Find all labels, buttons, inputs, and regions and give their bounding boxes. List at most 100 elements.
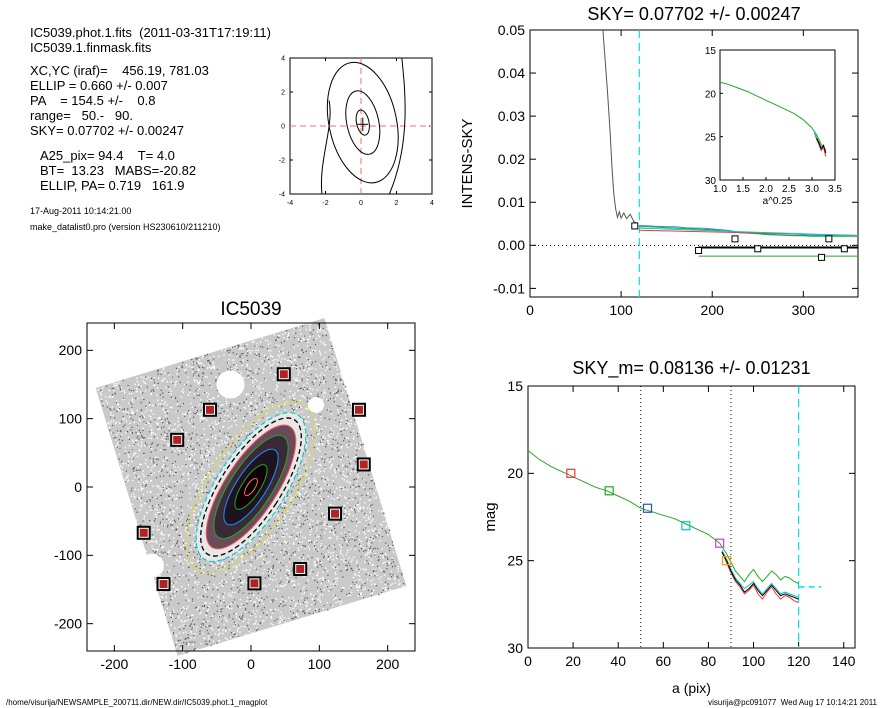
- y-tick-label: 0.04: [498, 65, 525, 81]
- marked-star: [296, 565, 305, 573]
- y-tick-label: -0.01: [493, 280, 525, 296]
- y-tick-label: 0.01: [498, 194, 525, 210]
- masked-star: [139, 553, 164, 578]
- mask-name: IC5039.1.finmask.fits: [30, 40, 152, 55]
- y-tick-label: 20: [507, 465, 523, 481]
- y-tick-label: 4: [281, 55, 285, 62]
- y-tick-label: 0.02: [498, 151, 525, 167]
- sky-marker: [754, 245, 762, 253]
- run-date: 17-Aug-2011 10:14:21.00: [30, 206, 132, 216]
- info-ellip: ELLIP = 0.660 +/- 0.007: [30, 78, 168, 93]
- inset-y-tick-label: 30: [705, 176, 717, 187]
- plot-frame: [527, 385, 856, 649]
- x-tick-label: 200: [376, 656, 400, 672]
- isophote: [200, 417, 302, 557]
- footer-user: visurija@pc091077 Wed Aug 17 10:14:21 20…: [708, 698, 877, 707]
- x-tick-label: 2: [395, 200, 399, 207]
- y-tick-label: -2: [279, 157, 285, 164]
- x-tick-label: -200: [100, 656, 128, 672]
- x-tick-label: 0: [247, 656, 255, 672]
- marked-star: [359, 460, 368, 469]
- sky-title: SKY= 0.07702 +/- 0.00247: [587, 4, 800, 24]
- inset-y-tick-label: 20: [705, 89, 717, 100]
- y-tick-label: 15: [507, 378, 523, 394]
- mag-marker: [604, 486, 614, 496]
- inset-x-tick-label: 2.5: [782, 184, 796, 195]
- sky-ylabel: INTENS-SKY: [459, 118, 476, 208]
- marked-star: [206, 405, 214, 414]
- x-tick-label: -4: [287, 200, 293, 207]
- y-tick-label: 25: [507, 553, 523, 569]
- x-tick-label: 60: [656, 653, 672, 669]
- x-tick-label: 100: [609, 302, 633, 318]
- inset-frame: [719, 49, 836, 181]
- inset-y-tick-label: 15: [705, 46, 717, 57]
- marked-star: [173, 435, 182, 444]
- y-tick-label: -4: [279, 191, 285, 198]
- contour-line: [326, 61, 399, 184]
- sky-marker: [731, 235, 739, 243]
- x-tick-label: 140: [832, 653, 856, 669]
- contour-line: [355, 109, 370, 136]
- y-tick-label: -100: [54, 547, 82, 563]
- inset-xlabel: a^0.25: [763, 196, 793, 207]
- inset-x-tick-label: 2.0: [759, 184, 773, 195]
- x-tick-label: -100: [169, 656, 197, 672]
- galaxy-isophotes: [186, 401, 316, 573]
- info-bt: BT= 13.23 MABS=-20.82: [40, 163, 197, 178]
- program-name: make_datalist0.pro (version HS230610/211…: [30, 222, 221, 232]
- isophote: [244, 477, 258, 497]
- x-tick-label: 100: [308, 656, 332, 672]
- inset-y-tick-label: 25: [705, 133, 717, 144]
- x-tick-label: 4: [430, 200, 434, 207]
- mag-marker: [642, 503, 653, 513]
- mag-marker: [681, 521, 691, 531]
- marked-star: [139, 528, 148, 537]
- marked-star: [159, 580, 168, 589]
- x-tick-label: -2: [322, 200, 328, 207]
- mag-marker: [721, 556, 732, 566]
- masked-star: [216, 370, 245, 399]
- x-tick-label: 0: [359, 200, 363, 207]
- x-tick-label: 40: [610, 653, 626, 669]
- contour-line: [388, 57, 406, 195]
- marked-star: [331, 509, 340, 518]
- y-tick-label: 0: [281, 123, 285, 130]
- x-tick-label: 120: [787, 653, 811, 669]
- x-tick-label: 300: [792, 302, 816, 318]
- y-tick-label: 0.05: [498, 22, 525, 38]
- inset-x-tick-label: 3.5: [828, 184, 842, 195]
- sky-marker: [818, 253, 826, 261]
- inset-x-tick-label: 1.0: [713, 184, 727, 195]
- mag-ylabel: mag: [482, 502, 499, 531]
- contour-line: [345, 90, 381, 155]
- footer-path: /home/visurija/NEWSAMPLE_200711.dir/NEW.…: [6, 698, 268, 707]
- info-ellip-pa: ELLIP, PA= 0.719 161.9: [40, 178, 185, 193]
- y-tick-label: 0.00: [498, 237, 525, 253]
- x-tick-label: 80: [701, 653, 717, 669]
- info-xc-yc: XC,YC (iraf)= 456.19, 781.03: [30, 63, 209, 78]
- inset-x-tick-label: 1.5: [736, 184, 750, 195]
- x-tick-label: 20: [565, 653, 581, 669]
- inset-series-3: [816, 138, 827, 154]
- x-tick-label: 0: [524, 653, 532, 669]
- y-tick-label: 30: [507, 640, 523, 656]
- galaxy-title: IC5039: [220, 299, 281, 320]
- y-tick-label: 0: [74, 479, 82, 495]
- x-tick-label: 0: [526, 302, 534, 318]
- mag-marker: [566, 468, 576, 478]
- mag-xlabel: a (pix): [672, 680, 711, 696]
- contour-line: [320, 100, 331, 195]
- y-tick-label: 200: [59, 342, 83, 358]
- inset-series-0: [719, 81, 827, 151]
- sky-series-4: [639, 227, 859, 237]
- y-tick-label: 0.03: [498, 108, 525, 124]
- x-tick-label: 200: [701, 302, 725, 318]
- y-tick-label: -200: [54, 616, 82, 632]
- inset-x-tick-label: 3.0: [805, 184, 819, 195]
- info-sky: SKY= 0.07702 +/- 0.00247: [30, 123, 184, 138]
- mag-title: SKY_m= 0.08136 +/- 0.01231: [572, 358, 810, 379]
- sky-marker: [695, 246, 703, 254]
- masked-star: [307, 397, 324, 413]
